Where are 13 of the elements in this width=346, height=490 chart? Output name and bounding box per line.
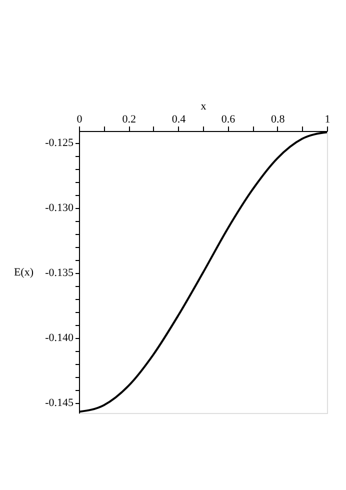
x-tick-label: 0.2 [122,114,136,126]
y-tick-label: -0.125 [45,137,74,150]
x-tick-label: 0.6 [221,114,236,126]
y-tick-label: -0.135 [45,267,74,280]
y-tick-label: -0.145 [45,397,74,410]
y-tick-label: -0.130 [45,202,74,214]
x-tick-label: 0.4 [172,114,186,126]
y-tick-label: -0.140 [45,332,74,344]
x-axis-title: x [200,100,207,112]
x-tick-label: 0.8 [271,114,286,126]
x-tick-label: 0 [76,114,83,126]
x-tick-label: 1 [324,114,330,126]
y-axis-title: E(x) [14,266,34,278]
